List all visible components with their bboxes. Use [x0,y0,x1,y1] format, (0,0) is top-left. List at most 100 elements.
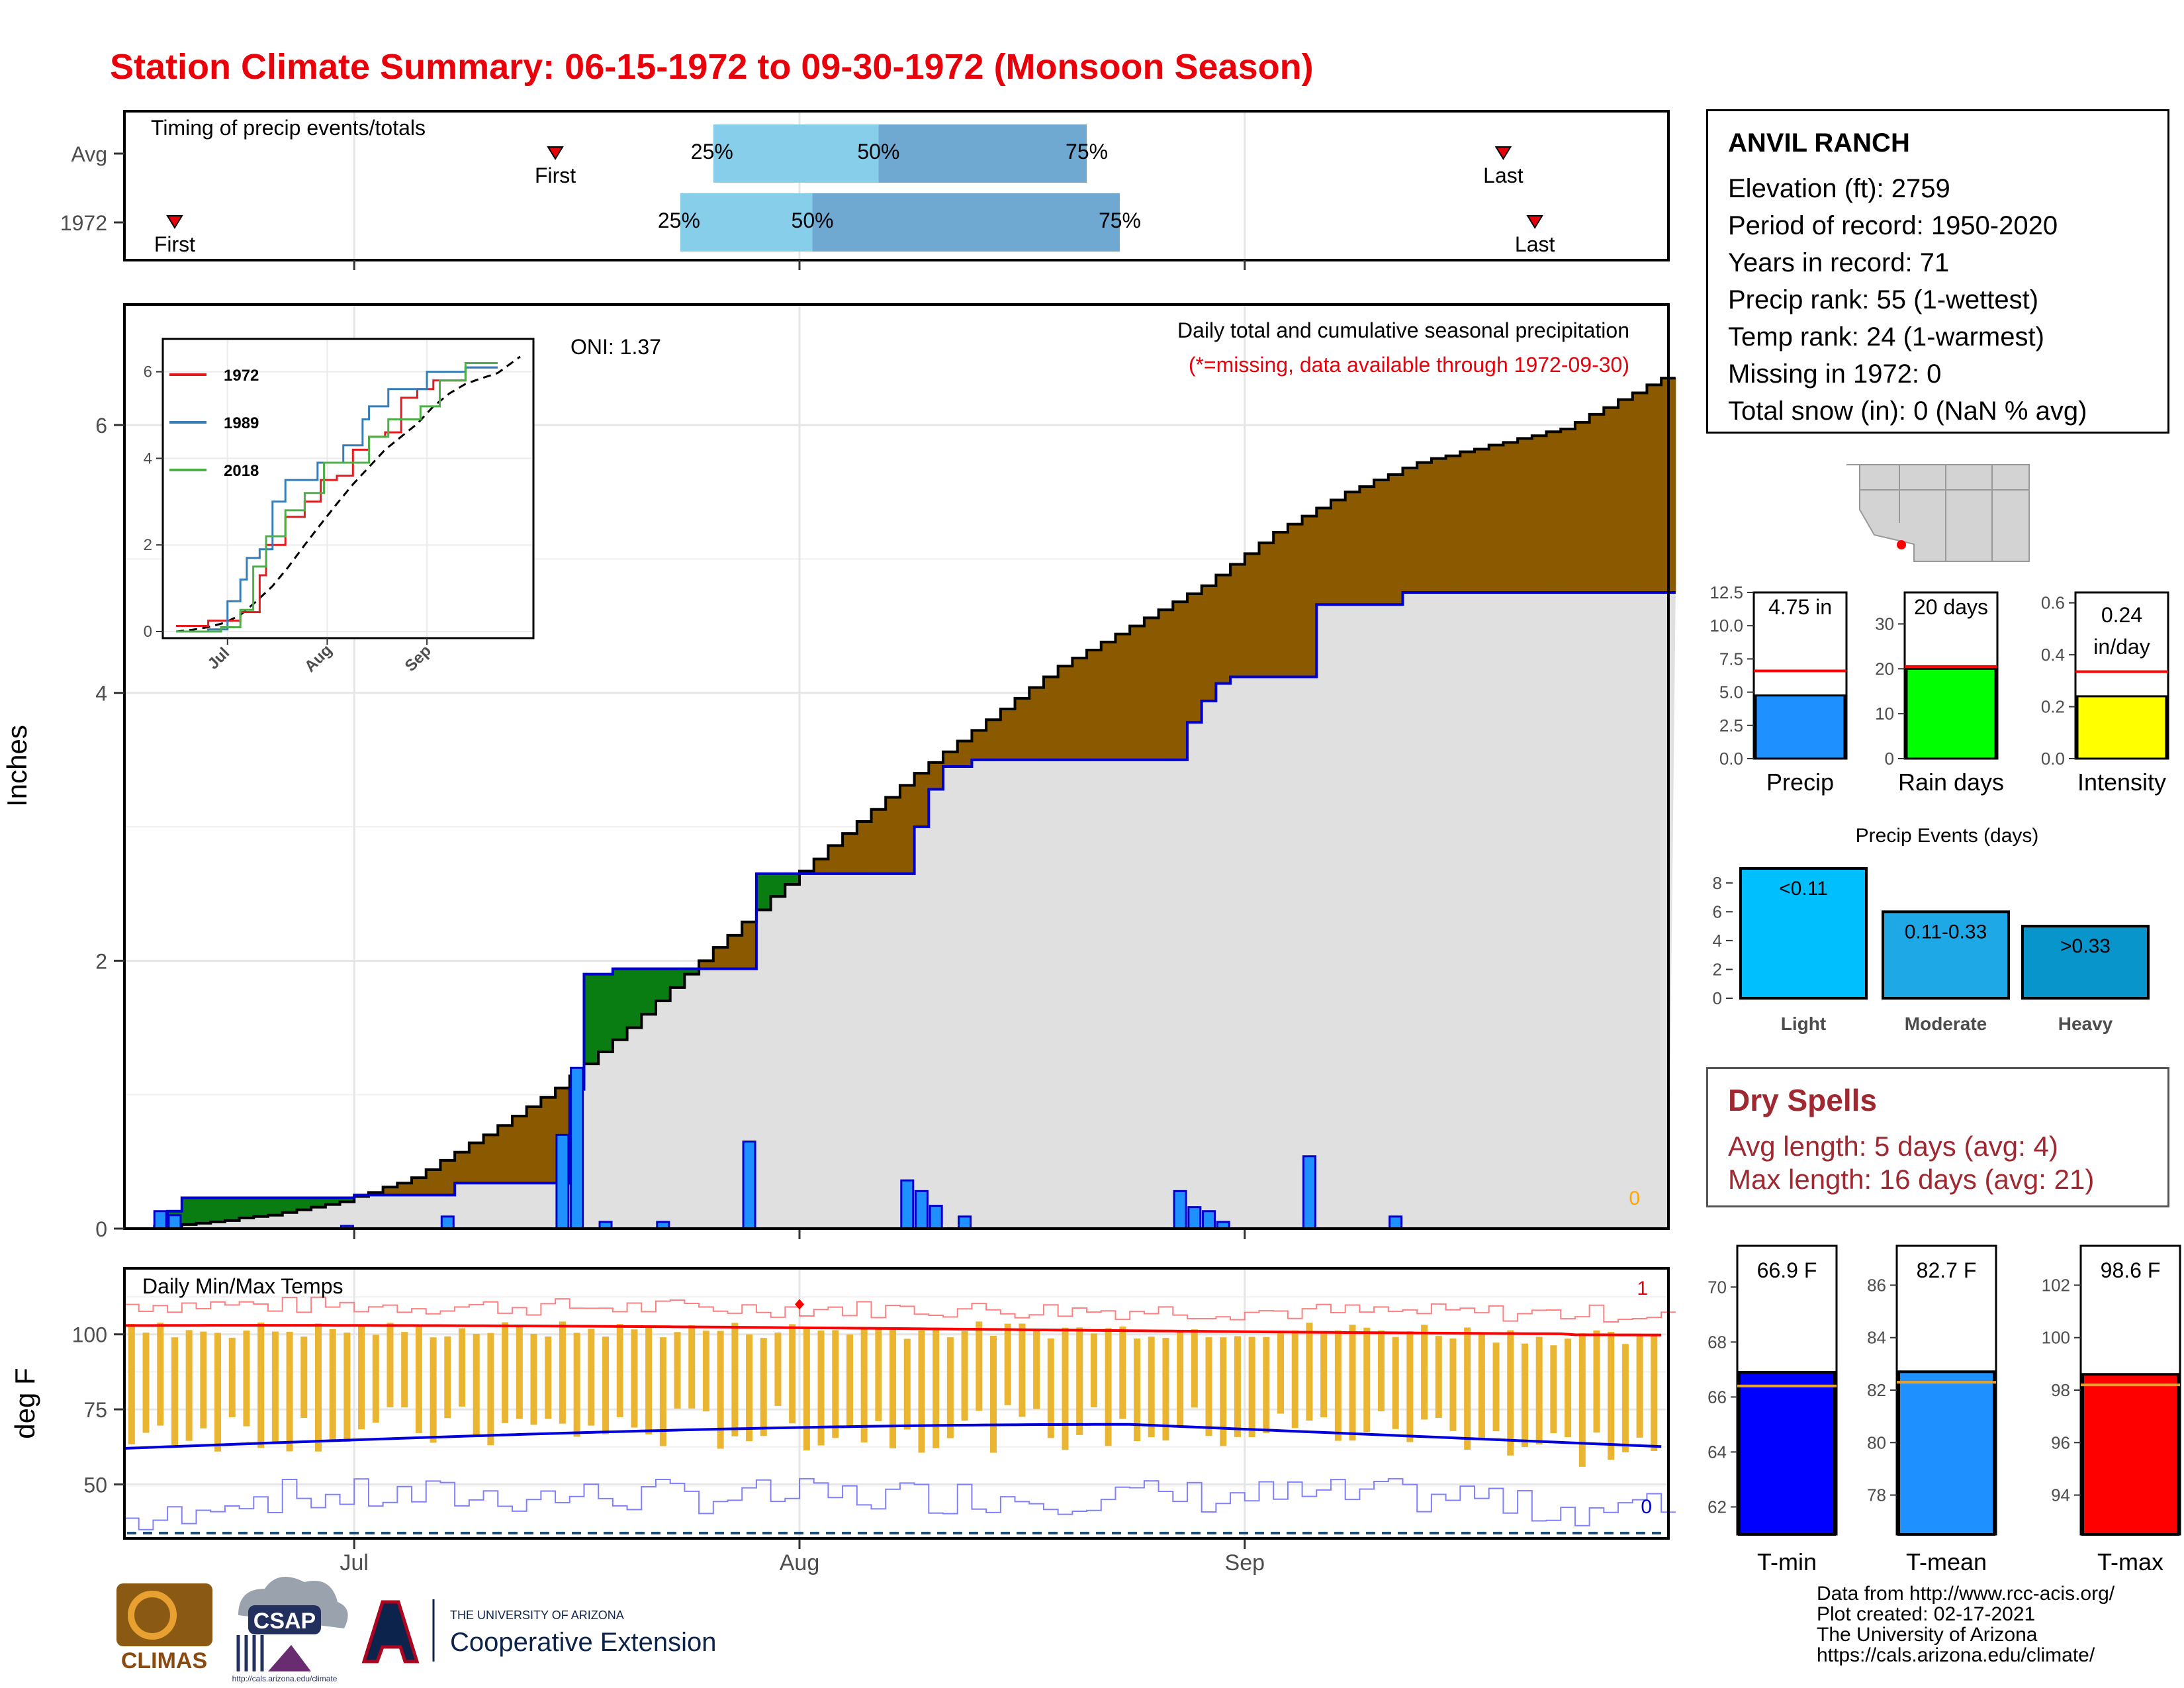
precip-axes: 0 2 4 6 [95,414,1246,1241]
surplus-fill [268,1197,283,1215]
temp-x-tick-label-jul: Jul [340,1550,369,1575]
temp-bar-y-tick-label: 86 [1867,1275,1886,1295]
temp-bar-y-tick-label: 96 [2051,1432,2070,1452]
deficit-fill [455,1152,470,1184]
deficit-fill [412,1178,427,1196]
precip-y-tick-label: 2 [95,949,107,973]
temp-bar-y-tick-label: 82 [1867,1380,1886,1400]
temp-bar-y-tick-label: 64 [1707,1442,1727,1462]
page-title: Station Climate Summary: 06-15-1972 to 0… [110,47,1314,87]
temp-panel-frame [123,1267,1670,1540]
record-high-count: 1 [1637,1278,1648,1299]
precip-y-tick-label: 4 [95,682,107,706]
mini-value-unit: in/day [2093,635,2150,659]
inset-x-tick-label: Sep [402,642,435,675]
average-cumulative-line [153,377,1676,1227]
mini-value-label: 20 days [1914,595,1988,619]
timing-last-label: Last [1483,164,1524,187]
surplus-fill [598,974,614,1052]
deficit-fill [828,845,843,874]
deficit-fill [1244,553,1259,677]
events-bin-label: >0.33 [2060,935,2111,957]
timing-q75-label: 75% [1099,209,1141,232]
timing-last-marker [1526,215,1543,229]
events-bin-label: <0.11 [1779,878,1828,900]
record-low-count: 0 [1641,1496,1652,1518]
mini-chart-label: Intensity [2077,769,2166,796]
precip-events-chart: Precip Events (days) 0 2 4 6 8 <0.11 Light 0.11… [1713,825,2150,1034]
deficit-fill [1072,658,1087,760]
temp-bar-y-tick-label: 84 [1867,1328,1886,1348]
events-bar-light [1739,867,1868,1000]
ua-small-text: THE UNIVERSITY OF ARIZONA [450,1609,624,1622]
timing-q50-label: 50% [792,209,834,232]
timing-q50-label: 50% [857,140,899,164]
summary-bar-charts: 0.0 2.5 5.0 7.5 10.0 12.5 4.75 in Precip 0 10 20 30… [1709,583,2169,796]
daily-precip-bar [1302,1155,1316,1230]
climas-logo-ring [128,1591,177,1640]
surplus-fill [239,1197,254,1218]
deficit-fill [1230,564,1246,677]
dry-spells-avg: Avg length: 5 days (avg: 4) [1728,1131,2058,1162]
temp-bar-y-tick-label: 68 [1707,1332,1727,1352]
climas-logo-text: CLIMAS [121,1648,207,1673]
surplus-fill [770,873,786,897]
precip-events-bars: 0 2 4 6 8 <0.11 Light 0.11-0.33 Moderate >0.33 Hea… [1713,867,2150,1034]
timing-first-marker [166,215,183,229]
daily-precip-bar [742,1140,756,1230]
deficit-fill [1475,449,1490,592]
daily-precip-bar [1173,1190,1187,1230]
surplus-fill [340,1197,355,1202]
events-y-tick-label: 2 [1713,959,1722,979]
precip-panel: 0 2 4 6 Inches ONI: 1.37 Daily total and cu… [1,303,1676,1241]
locator-map [1845,463,2030,563]
station-name: ANVIL RANCH [1728,128,1910,158]
deficit-fill [1302,516,1317,677]
deficit-fill [1173,602,1188,760]
temp-bar-label: T-mean [1906,1548,1987,1575]
daily-precip-bar [914,1190,929,1230]
temp-bar-y-tick-label: 80 [1867,1432,1886,1452]
inset-series-2018 [176,362,498,633]
deficit-fill [1000,709,1016,760]
surplus-fill [196,1197,211,1223]
temp-bar-value-label: 66.9 F [1757,1258,1817,1282]
credit-data-source: Data from http://www.rcc-acis.org/ [1817,1583,2115,1605]
deficit-fill [1460,451,1475,592]
temp-x-tick-label-sep: Sep [1225,1550,1265,1575]
inset-chart: 0 2 4 6 Jul Aug Sep 1972 1989 2018 [144,338,535,676]
inset-x-tick-label: Jul [205,644,234,673]
temp-bar-t-max [2081,1373,2179,1536]
station-info-box: ANVIL RANCH Elevation (ft): 2759 Period … [1706,109,2169,434]
station-years: Years in record: 71 [1728,248,1950,277]
timing-row-label: Avg [71,142,107,166]
temp-y-axis-label: deg F [9,1368,40,1438]
deficit-fill [972,730,987,760]
mini-chart-label: Rain days [1898,769,2004,796]
record-high-line [124,1296,1676,1323]
deficit-fill [483,1135,498,1184]
temp-bar-y-tick-label: 78 [1867,1485,1886,1505]
deficit-fill [799,870,815,874]
precip-series [124,377,1676,1230]
events-category-label: Light [1781,1013,1826,1034]
events-bar-moderate [1882,910,2010,1000]
mini-value-label: 4.75 in [1768,595,1832,619]
station-total-snow: Total snow (in): 0 (NaN % avg) [1728,397,2087,426]
precip-y-tick-label: 0 [95,1217,107,1241]
inset-y-tick-label: 4 [144,449,152,467]
deficit-fill [699,961,714,969]
credit-url: https://cals.arizona.edu/climate/ [1817,1644,2095,1666]
surplus-fill [325,1197,341,1205]
surplus-fill [210,1197,226,1222]
inset-y-tick-label: 2 [144,536,152,554]
daily-precip-bar [153,1210,167,1230]
inset-average-line [175,355,521,633]
mini-y-tick-label: 10 [1875,704,1894,724]
deficit-fill [1647,385,1662,592]
deficit-fill [1374,480,1389,605]
mini-y-tick-label: 0 [1885,749,1894,769]
temp-y-tick-label: 50 [83,1473,107,1497]
oni-label: ONI: 1.37 [570,335,661,359]
